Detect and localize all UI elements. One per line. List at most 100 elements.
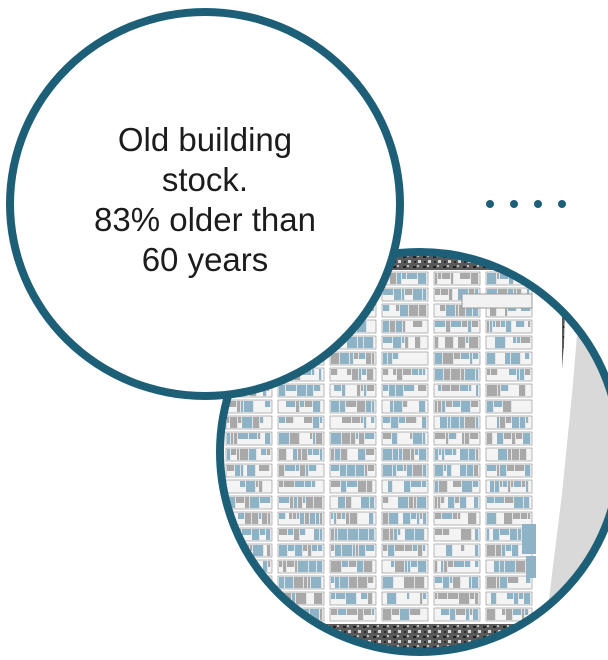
building-footprint [461,529,472,540]
building-footprint [295,545,303,556]
building-footprint [305,481,312,487]
building-footprint [279,481,284,487]
building-footprint [335,577,340,588]
building-footprint [494,561,500,572]
building-footprint [505,305,508,316]
building-footprint [476,369,479,380]
building-footprint [319,369,322,380]
building-footprint [524,593,531,604]
building-footprint [265,401,271,407]
building-footprint [399,449,403,460]
building-footprint [391,561,395,567]
building-footprint [516,321,525,327]
building-footprint [342,433,351,444]
building-footprint [357,401,366,412]
building-footprint [506,321,512,332]
building-footprint [451,385,460,391]
building-footprint [279,513,286,519]
building-footprint [303,545,308,551]
building-footprint [487,513,497,524]
building-footprint [372,401,375,412]
building-footprint [348,529,359,540]
building-footprint [446,433,449,444]
building-footprint [350,513,358,524]
building-footprint [367,385,375,391]
building-footprint [395,545,405,551]
building-footprint [383,353,388,364]
building-footprint [519,593,524,599]
building-footprint [448,561,454,567]
building-footprint [279,545,288,556]
building-footprint [359,353,366,359]
building-footprint [396,385,404,396]
building-footprint [418,561,427,572]
callout-text: Old building stock. 83% older than 60 ye… [55,120,355,280]
building-footprint [290,433,300,444]
building-footprint [438,385,442,391]
building-footprint [341,449,348,460]
building-footprint [435,465,444,476]
building-footprint [393,369,397,375]
connector-dot [534,200,542,208]
building-footprint [513,337,517,343]
building-footprint [435,433,446,439]
building-footprint [245,513,252,524]
building-footprint [331,609,338,615]
building-footprint [508,449,512,460]
building-footprint [487,273,497,284]
building-footprint [306,497,314,508]
building-footprint [422,417,427,428]
building-footprint [475,545,479,556]
building-footprint [459,305,466,316]
connector-dot [510,200,518,208]
building-footprint [493,529,500,540]
building-footprint [493,321,496,327]
building-footprint [310,609,320,620]
building-footprint [410,433,413,439]
building-footprint [331,433,342,444]
building-footprint [473,481,479,487]
building-footprint [383,417,391,423]
building-footprint [399,417,406,423]
building-footprint [438,401,442,412]
building-footprint [357,321,367,332]
building-footprint [387,593,397,604]
building-footprint [279,529,288,535]
building-footprint [462,481,473,492]
building-footprint [514,481,522,487]
building-footprint [237,561,245,567]
building-footprint [383,497,389,503]
building-footprint [252,513,259,524]
building-footprint [247,465,256,476]
building-footprint [372,609,375,615]
building-footprint [388,481,393,492]
building-footprint [474,497,479,508]
building-footprint [447,465,452,476]
building-footprint [446,545,453,556]
building-footprint [487,545,496,556]
building-footprint [450,577,453,583]
building-footprint [438,497,441,508]
building-footprint [389,513,399,524]
building-footprint [505,561,516,572]
building-footprint [230,417,238,428]
building-footprint [331,561,342,572]
building-footprint [465,369,476,380]
building-footprint [296,465,300,471]
building-footprint [295,481,305,487]
building-footprint [440,417,448,428]
building-footprint [526,577,531,583]
building-footprint [517,337,521,343]
building-footprint [359,545,366,556]
building-footprint [356,545,359,556]
building-footprint [368,465,375,471]
building-footprint [256,481,259,487]
building-footprint [446,401,453,407]
building-footprint [403,369,412,375]
building-footprint [320,449,323,460]
building-footprint [294,577,304,588]
building-footprint [279,465,285,476]
building-footprint [506,417,512,423]
building-footprint [366,353,372,364]
building-footprint [283,593,292,599]
